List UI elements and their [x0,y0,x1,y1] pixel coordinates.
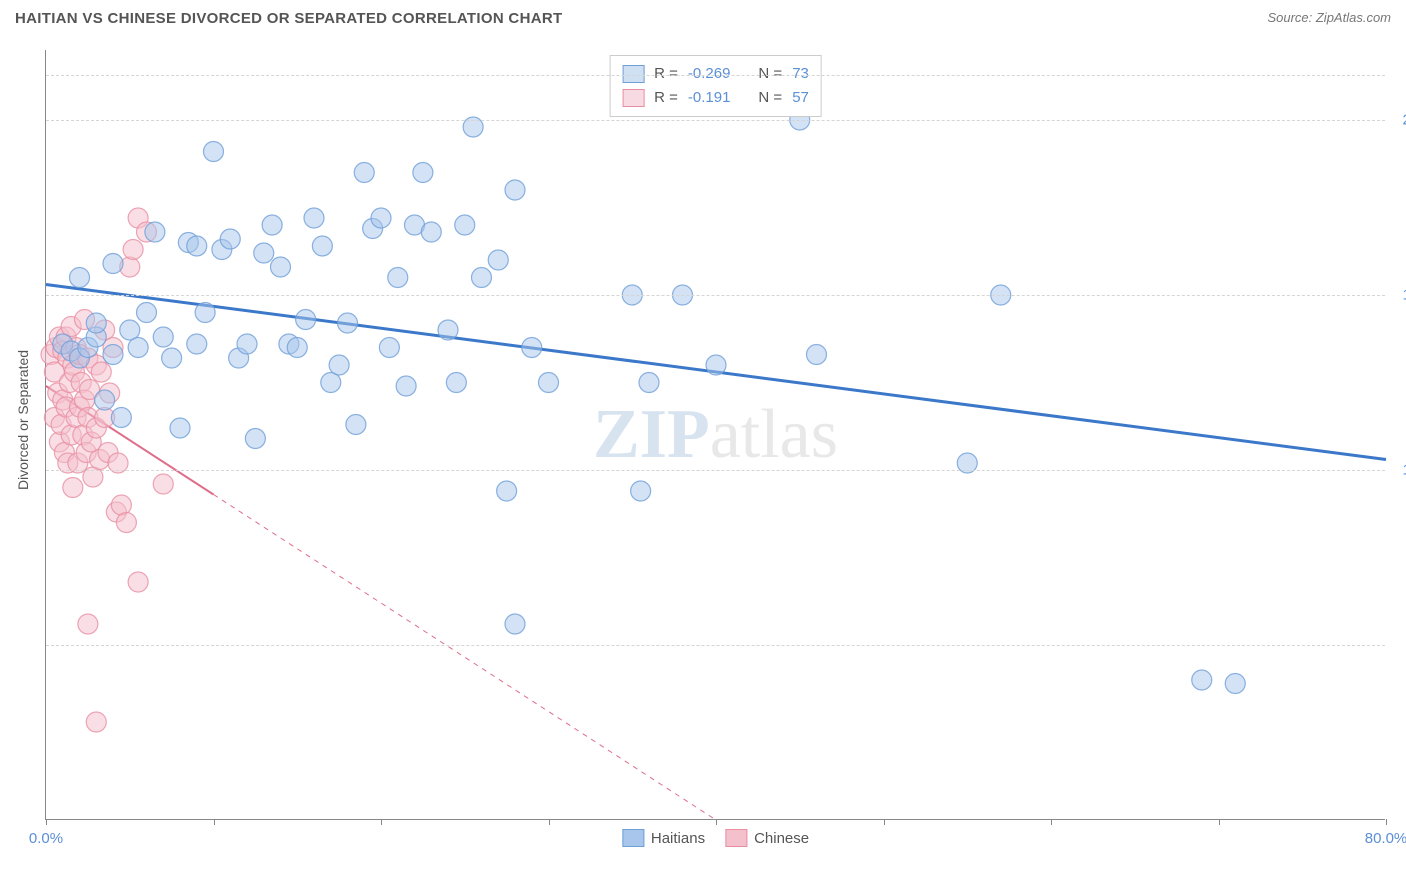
scatter-svg [46,50,1385,819]
x-tick-mark [716,819,717,825]
legend-n-label: N = [758,86,782,110]
x-tick-mark [1386,819,1387,825]
x-tick-label: 0.0% [29,830,63,847]
gridline [46,75,1385,76]
y-tick-label: 10.0% [1402,462,1406,479]
x-tick-mark [214,819,215,825]
x-tick-mark [884,819,885,825]
x-tick-label: 80.0% [1365,830,1406,847]
x-tick-mark [1219,819,1220,825]
chart-plot-area: ZIPatlas R =-0.269N =73R =-0.191N =57 Ha… [45,50,1385,820]
y-tick-label: 20.0% [1402,112,1406,129]
legend-item: Chinese [725,829,809,847]
legend-r-label: R = [654,86,678,110]
series-legend: Haitians Chinese [622,829,809,847]
legend-swatch [622,829,644,847]
legend-n-value: 57 [792,86,809,110]
gridline [46,295,1385,296]
legend-item: Haitians [622,829,705,847]
legend-r-value: -0.191 [688,86,731,110]
chart-title: HAITIAN VS CHINESE DIVORCED OR SEPARATED… [15,10,562,27]
legend-label: Chinese [754,830,809,847]
source-label: Source: ZipAtlas.com [1267,10,1391,25]
x-tick-mark [1051,819,1052,825]
gridline [46,470,1385,471]
gridline [46,120,1385,121]
y-tick-label: 15.0% [1402,287,1406,304]
legend-swatch [622,89,644,107]
gridline [46,645,1385,646]
x-tick-mark [549,819,550,825]
correlation-legend: R =-0.269N =73R =-0.191N =57 [609,55,822,117]
x-tick-mark [381,819,382,825]
legend-label: Haitians [651,830,705,847]
legend-swatch [725,829,747,847]
legend-row: R = -0.191 N = 57 [622,86,809,110]
x-tick-mark [46,819,47,825]
y-axis-label: Divorced or Separated [15,350,31,490]
